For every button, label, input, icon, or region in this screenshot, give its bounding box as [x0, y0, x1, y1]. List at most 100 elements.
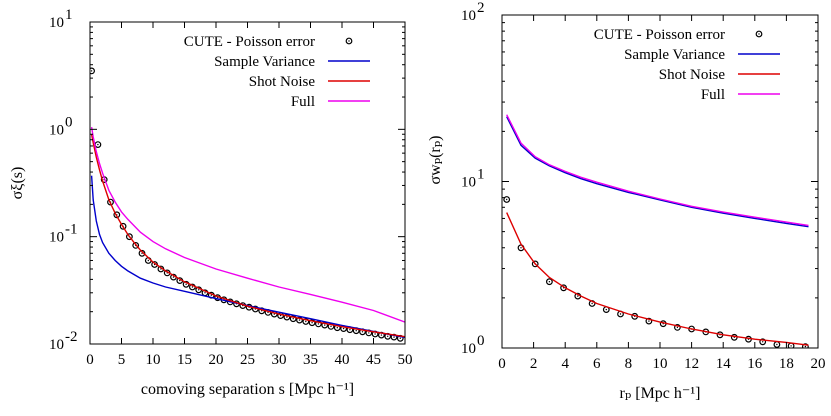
- data-point: [289, 315, 297, 323]
- data-point-center: [330, 325, 332, 328]
- x-tick-label: 10: [653, 356, 668, 372]
- data-point-center: [210, 294, 212, 296]
- legend-label: Full: [291, 94, 315, 110]
- series-line-2: [506, 116, 809, 228]
- x-tick-label: 40: [335, 352, 350, 368]
- data-point-center: [185, 283, 187, 285]
- data-point-center: [204, 292, 206, 294]
- legend-label: Shot Noise: [249, 74, 316, 90]
- data-point: [138, 249, 146, 257]
- y-tick-exponent: 1: [65, 7, 73, 23]
- x-tick-label: 4: [561, 356, 569, 372]
- data-point-center: [342, 327, 345, 330]
- data-point-center: [548, 281, 551, 283]
- y-axis-label: σξ(s): [9, 167, 26, 200]
- x-tick-label: 5: [118, 352, 126, 368]
- y-tick-exponent: 1: [477, 167, 485, 183]
- legend-label: Sample Variance: [624, 47, 725, 63]
- data-point: [113, 211, 121, 219]
- data-point: [674, 324, 681, 331]
- series-line-3: [506, 212, 809, 346]
- data-point-center: [273, 313, 275, 315]
- x-tick-label: 50: [398, 352, 413, 368]
- data-point: [503, 196, 511, 203]
- plot-frame: [89, 21, 406, 345]
- y-tick-label: 10: [49, 337, 64, 353]
- y-tick-label: 10: [461, 341, 476, 357]
- y-tick-label: 10: [461, 8, 476, 24]
- data-point-center: [399, 337, 401, 339]
- data-point-center: [605, 308, 607, 311]
- series-line-3: [90, 134, 405, 338]
- data-point: [759, 338, 767, 346]
- x-tick-label: 35: [303, 352, 318, 368]
- data-point-center: [374, 333, 376, 335]
- legend-label: Full: [701, 87, 725, 103]
- data-point-center: [790, 345, 792, 347]
- data-point-center: [361, 331, 364, 333]
- data-point: [125, 233, 133, 241]
- data-point: [308, 319, 316, 327]
- y-tick-label: 10: [49, 15, 64, 31]
- data-point: [531, 260, 539, 268]
- x-axis-label: rₚ [Mpc h⁻¹]: [620, 385, 701, 402]
- x-tick-label: 2: [530, 356, 538, 372]
- data-point: [546, 278, 553, 286]
- data-point-center: [305, 320, 307, 323]
- data-point: [645, 317, 653, 325]
- series-line-4: [90, 126, 405, 323]
- series-line-4: [506, 114, 809, 227]
- data-point-center: [577, 295, 579, 297]
- y-tick-label: 10: [49, 122, 64, 138]
- legend: CUTE - Poisson error Sample Variance Shot …: [184, 34, 370, 110]
- x-tick-label: 45: [366, 352, 381, 368]
- x-tick-label: 20: [811, 356, 826, 372]
- x-tick-label: 14: [716, 356, 732, 372]
- data-point-center: [179, 279, 181, 282]
- data-point-center: [619, 313, 622, 315]
- data-point-center: [317, 323, 320, 325]
- data-point-center: [311, 322, 313, 324]
- x-tick-label: 10: [146, 352, 161, 368]
- data-point: [802, 343, 809, 348]
- data-point-center: [279, 314, 282, 317]
- y-tick-label: 10: [49, 230, 64, 246]
- data-point-center: [676, 326, 679, 329]
- data-point: [296, 316, 303, 324]
- data-point-center: [198, 289, 200, 291]
- data-point-center: [520, 247, 522, 249]
- legend-label: CUTE - Poisson error: [184, 34, 315, 50]
- x-tick-label: 12: [684, 356, 699, 372]
- data-point: [90, 67, 95, 75]
- plot-area: [90, 67, 405, 342]
- x-tick-label: 15: [177, 352, 192, 368]
- data-point-center: [172, 276, 175, 278]
- data-point-center: [324, 324, 326, 326]
- x-tick-label: 0: [86, 352, 94, 368]
- data-point-center: [349, 329, 351, 331]
- data-point-center: [393, 336, 395, 338]
- data-point-center: [380, 334, 383, 336]
- data-point-center: [368, 332, 370, 334]
- data-point: [132, 241, 140, 249]
- x-tick-label: 0: [498, 356, 506, 372]
- data-point-center: [648, 320, 650, 322]
- x-axis-label: comoving separation s [Mpc h⁻¹]: [141, 381, 354, 398]
- y-tick-label: 10: [461, 175, 476, 191]
- legend: CUTE - Poisson error Sample Variance Shot …: [594, 27, 780, 103]
- data-point: [302, 318, 310, 325]
- plot-frame: [501, 14, 819, 349]
- data-point-center: [97, 143, 99, 146]
- data-point-center: [298, 319, 301, 321]
- legend-label: CUTE - Poisson error: [594, 27, 725, 43]
- x-tick-label: 30: [272, 352, 287, 368]
- x-tick-label: 8: [625, 356, 633, 372]
- y-tick-exponent: 2: [477, 0, 485, 16]
- data-point-center: [804, 345, 807, 348]
- data-point-center: [147, 259, 149, 262]
- y-tick-exponent: 0: [477, 333, 485, 349]
- data-point-center: [191, 286, 194, 288]
